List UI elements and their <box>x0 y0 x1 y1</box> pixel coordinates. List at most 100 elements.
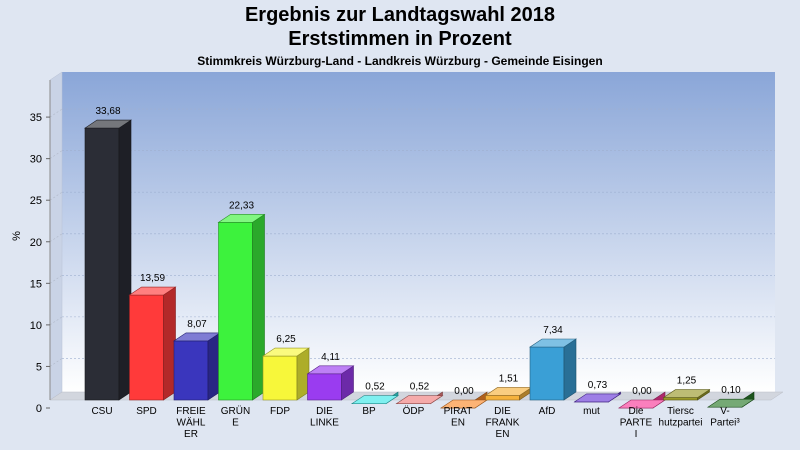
bar-top <box>395 395 444 404</box>
gridline-side <box>49 108 63 118</box>
bar <box>351 391 399 405</box>
bar-top <box>707 398 755 408</box>
value-label: 7,34 <box>543 325 563 336</box>
x-tick-label: Die <box>628 406 643 417</box>
bar-top <box>306 365 355 375</box>
value-label: 22,33 <box>229 200 254 211</box>
x-tick-label: ÖDP <box>403 405 425 417</box>
y-tick-label: 20 <box>30 237 42 249</box>
value-label: 33,68 <box>95 106 120 117</box>
y-tick-label: 25 <box>30 195 42 207</box>
gridline-side <box>49 233 63 243</box>
x-tick-label: FRANK <box>486 418 520 429</box>
bar <box>395 391 444 405</box>
bar <box>173 332 221 401</box>
value-label: 1,51 <box>499 373 519 384</box>
bar-top <box>128 286 177 296</box>
bar-top <box>662 389 711 398</box>
y-tick-label: 0 <box>36 403 42 415</box>
bar-top <box>573 393 622 403</box>
x-tick-label: FREIE <box>176 406 206 417</box>
value-label: 1,25 <box>677 376 697 387</box>
x-tick-label: mut <box>583 406 600 417</box>
bar-front <box>529 346 565 401</box>
y-tick-label: 35 <box>30 112 42 124</box>
y-tick-label: 15 <box>30 278 42 290</box>
bar-top <box>351 395 399 404</box>
bar <box>707 391 755 408</box>
gridlines <box>49 108 775 367</box>
side-wall <box>49 71 63 401</box>
bar <box>529 338 577 401</box>
chart-title: Ergebnis zur Landtagswahl 2018 <box>244 4 556 26</box>
value-label: 8,07 <box>187 319 207 330</box>
x-tick-label: DIE <box>494 406 511 417</box>
bar-front <box>663 397 698 401</box>
bar-side <box>563 338 577 401</box>
x-tick-label: hutzpartei <box>659 418 703 429</box>
x-tick-label: Partei³ <box>710 418 740 429</box>
bar <box>662 389 711 401</box>
value-label: 0,52 <box>365 382 385 393</box>
x-tick-label: E <box>232 418 239 429</box>
bar <box>306 365 355 401</box>
value-label: 0,52 <box>410 382 430 393</box>
x-tick-label: Tiersc <box>667 406 694 417</box>
x-tick-label: LINKE <box>310 418 339 429</box>
y-tick-label: 30 <box>30 154 42 166</box>
y-tick-label: 10 <box>30 320 42 332</box>
value-label: 6,25 <box>276 334 296 345</box>
bar <box>84 119 132 401</box>
value-label: 13,59 <box>140 273 165 284</box>
gridline-side <box>49 191 63 201</box>
x-tick-label: AfD <box>539 406 556 417</box>
bar-front <box>307 373 342 401</box>
y-axis: 0 5 10 15 20 25 30 35 <box>30 80 51 415</box>
bar <box>262 347 310 401</box>
x-tick-label: EN <box>451 418 465 429</box>
bars <box>84 119 755 409</box>
bar <box>128 286 177 401</box>
chart-subtitle: Erststimmen in Prozent <box>288 28 512 50</box>
value-labels: 33,68 13,59 8,07 22,33 6,25 4,11 0,52 0,52 0,00 1… <box>95 106 741 397</box>
x-tick-label: PARTE <box>620 418 653 429</box>
x-tick-label: ER <box>184 429 198 440</box>
x-tick-label: EN <box>496 429 510 440</box>
bar-side <box>163 286 176 401</box>
bar-front <box>129 294 164 401</box>
bar-side <box>207 332 221 401</box>
x-tick-label: CSU <box>91 406 112 417</box>
x-tick-label: WÄHL <box>177 417 206 429</box>
gridline-side <box>49 275 63 284</box>
bar <box>573 391 622 403</box>
bar-top <box>262 347 310 357</box>
bar-top <box>217 214 266 223</box>
x-tick-label: SPD <box>136 406 157 417</box>
chart-region-label: Stimmkreis Würzburg-Land - Landkreis Wür… <box>197 54 603 68</box>
bar-front <box>173 340 209 401</box>
value-label: 4,11 <box>321 352 340 363</box>
value-label: 0,00 <box>454 386 474 397</box>
bar-side <box>118 119 132 401</box>
gridline-side <box>49 316 63 326</box>
bar-front <box>262 355 298 401</box>
x-tick-label: BP <box>362 406 376 417</box>
bar <box>217 213 266 401</box>
value-label: 0,00 <box>632 386 652 397</box>
bar-top <box>529 338 577 348</box>
value-label: 0,73 <box>588 380 608 391</box>
gridline-side <box>49 150 63 159</box>
x-tick-label: FDP <box>270 406 290 417</box>
x-tick-label: DIE <box>316 406 333 417</box>
bar-front <box>485 395 520 401</box>
bar-front <box>84 127 120 401</box>
gridline-side <box>49 358 63 367</box>
bar-top <box>84 119 132 129</box>
x-tick-label: I <box>635 429 638 440</box>
x-tick-label: GRÜN <box>221 405 250 417</box>
y-axis-label: % <box>11 231 23 241</box>
value-label: 0,10 <box>721 385 741 396</box>
x-tick-label: V- <box>720 406 729 417</box>
